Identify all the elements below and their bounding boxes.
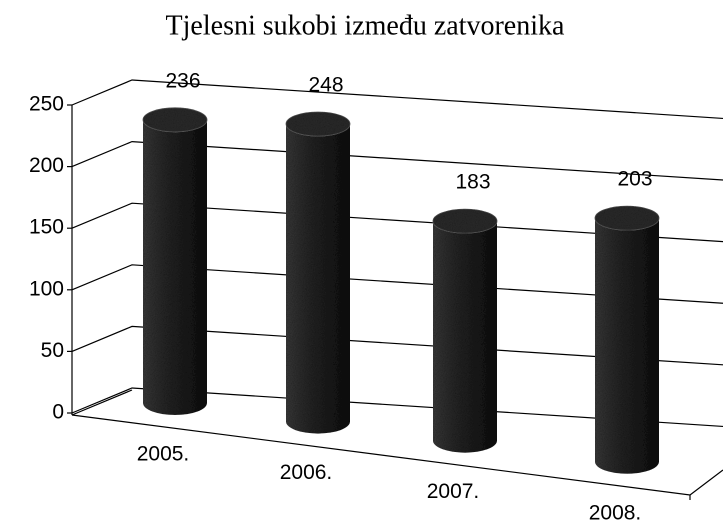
- bar-top: [285, 111, 351, 137]
- floor-left-edge: [71, 389, 133, 416]
- bar: [595, 206, 659, 474]
- grid-line: [71, 79, 723, 120]
- bar-top: [594, 205, 660, 231]
- y-tick-label: 150: [29, 216, 64, 239]
- grid-line: [71, 202, 723, 243]
- bar: [143, 107, 207, 416]
- data-label: 248: [308, 74, 343, 97]
- bar-top: [142, 107, 208, 133]
- y-tick-label: 250: [29, 93, 64, 116]
- y-tick-label: 100: [29, 277, 64, 300]
- bar-top: [432, 208, 498, 234]
- grid-line: [71, 264, 723, 304]
- y-tick-label: 0: [52, 401, 64, 424]
- grid-line: [71, 387, 723, 428]
- bar: [286, 111, 350, 434]
- x-tick-label: 2008.: [589, 501, 642, 524]
- grid-line: [71, 325, 723, 366]
- y-tick-label: 50: [41, 339, 64, 362]
- bar: [433, 209, 497, 453]
- data-label: 183: [455, 171, 490, 194]
- y-tick-label: 200: [29, 154, 64, 177]
- grid-line: [71, 140, 723, 181]
- data-label: 236: [165, 69, 200, 92]
- x-tick-label: 2005.: [137, 443, 190, 466]
- chart-title: Tjelesni sukobi između zatvorenika: [166, 10, 565, 41]
- data-label: 203: [617, 168, 652, 191]
- x-tick-label: 2006.: [280, 461, 333, 484]
- x-tick-label: 2007.: [427, 480, 480, 503]
